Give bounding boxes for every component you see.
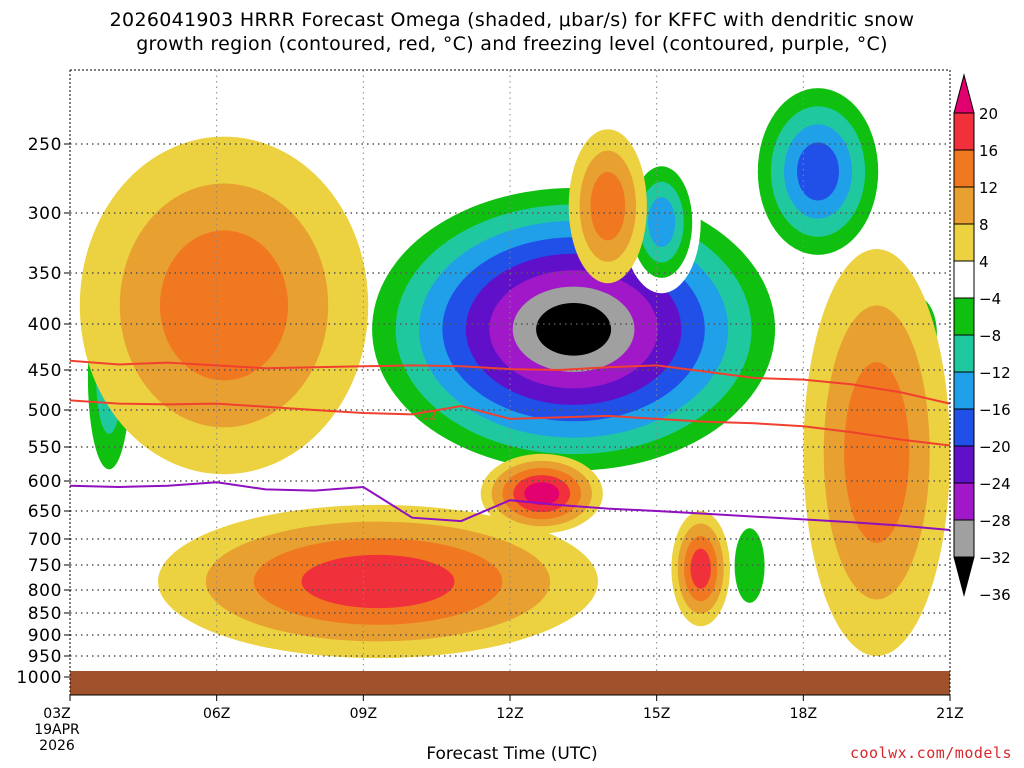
colorbar: 20 16 12 8 4 −4 −8 −12 −16 −20 −24 −28 −32 −36 bbox=[953, 73, 1011, 604]
x-tick-label-18Z: 18Z bbox=[790, 706, 817, 722]
y-tick-label-350: 350 bbox=[28, 264, 62, 284]
omega-area-13-level-3 bbox=[301, 554, 455, 609]
colorbar-label-2: 12 bbox=[979, 179, 998, 197]
colorbar-segment-0 bbox=[953, 112, 975, 151]
colorbar-segment-5 bbox=[953, 297, 975, 336]
x-tick-label-06Z: 06Z bbox=[203, 706, 230, 722]
colorbar-label-4: 4 bbox=[979, 253, 989, 271]
y-tick-label-750: 750 bbox=[28, 556, 62, 576]
title-line-1: 2026041903 HRRR Forecast Omega (shaded, … bbox=[109, 9, 915, 31]
y-tick-label-600: 600 bbox=[28, 472, 62, 492]
y-tick-label-250: 250 bbox=[28, 135, 62, 155]
site-credit: coolwx.com/models bbox=[849, 744, 1012, 762]
colorbar-segment-7 bbox=[953, 371, 975, 410]
x-start-label-1: 19APR bbox=[34, 722, 80, 738]
colorbar-top-arrow bbox=[953, 73, 975, 114]
omega-area-2-level-0 bbox=[338, 70, 374, 93]
x-tick-label-09Z: 09Z bbox=[350, 706, 377, 722]
omega-area-3-level-0 bbox=[197, 467, 227, 539]
colorbar-label-3: 8 bbox=[979, 216, 989, 234]
colorbar-segment-1 bbox=[953, 149, 975, 188]
y-tick-label-550: 550 bbox=[28, 438, 62, 458]
y-tick-label-950: 950 bbox=[28, 647, 62, 667]
dgz-bottom-contour bbox=[70, 399, 950, 447]
y-axis: 2503003504004505005506006507007508008509… bbox=[16, 135, 70, 688]
colorbar-segment-9 bbox=[953, 445, 975, 484]
title-line-2: growth region (contoured, red, °C) and f… bbox=[136, 33, 888, 55]
x-tick-label-12Z: 12Z bbox=[496, 706, 523, 722]
omega-area-12-level-2 bbox=[159, 230, 289, 381]
y-tick-label-500: 500 bbox=[28, 401, 62, 421]
ground-rect bbox=[70, 671, 950, 695]
colorbar-bottom-arrow bbox=[953, 556, 975, 597]
colorbar-label-10: −24 bbox=[979, 475, 1011, 493]
colorbar-label-5: −4 bbox=[979, 290, 1001, 308]
chart-title: 2026041903 HRRR Forecast Omega (shaded, … bbox=[0, 8, 1024, 56]
x-tick-label-21Z: 21Z bbox=[936, 706, 963, 722]
omega-area-6-level-0 bbox=[598, 635, 638, 652]
y-tick-label-700: 700 bbox=[28, 530, 62, 550]
colorbar-label-1: 16 bbox=[979, 142, 998, 160]
omega-area-8-level-1 bbox=[734, 528, 765, 603]
omega-area-16-level-3 bbox=[690, 548, 711, 589]
y-tick-label-900: 900 bbox=[28, 626, 62, 646]
colorbar-segment-2 bbox=[953, 186, 975, 225]
omega-area-14-level-4 bbox=[524, 482, 560, 505]
dgz-contour-label: -12 bbox=[417, 408, 437, 422]
colorbar-label-6: −8 bbox=[979, 327, 1001, 345]
y-tick-label-650: 650 bbox=[28, 502, 62, 522]
omega-area-4-level-8 bbox=[536, 303, 612, 356]
omega-area-9-level-4 bbox=[797, 142, 839, 201]
colorbar-label-8: −16 bbox=[979, 401, 1011, 419]
y-tick-label-850: 850 bbox=[28, 604, 62, 624]
y-tick-label-800: 800 bbox=[28, 581, 62, 601]
colorbar-label-11: −28 bbox=[979, 512, 1011, 530]
x-axis-title: Forecast Time (UTC) bbox=[426, 744, 598, 764]
colorbar-segment-11 bbox=[953, 519, 975, 558]
y-tick-label-450: 450 bbox=[28, 361, 62, 381]
y-tick-label-400: 400 bbox=[28, 315, 62, 335]
y-tick-label-1000: 1000 bbox=[16, 668, 62, 688]
omega-area-15-level-2 bbox=[590, 172, 626, 241]
x-tick-label-15Z: 15Z bbox=[643, 706, 670, 722]
omega-area-17-level-2 bbox=[844, 362, 910, 543]
colorbar-label-7: −12 bbox=[979, 364, 1011, 382]
dgz-top-contour bbox=[70, 359, 950, 405]
y-tick-label-300: 300 bbox=[28, 204, 62, 224]
contour-lines: -12 bbox=[70, 359, 950, 531]
ground-strip bbox=[70, 671, 950, 695]
freezing-level-contour bbox=[70, 481, 950, 531]
colorbar-label-12: −32 bbox=[979, 549, 1011, 567]
x-start-label-2: 2026 bbox=[39, 738, 75, 754]
colorbar-label-9: −20 bbox=[979, 438, 1011, 456]
colorbar-label-13: −36 bbox=[979, 586, 1011, 604]
omega-area-7-level-3 bbox=[648, 197, 676, 247]
colorbar-segment-10 bbox=[953, 482, 975, 521]
colorbar-segment-6 bbox=[953, 334, 975, 373]
colorbar-label-0: 20 bbox=[979, 105, 998, 123]
colorbar-segment-4 bbox=[953, 260, 975, 299]
colorbar-segment-8 bbox=[953, 408, 975, 447]
colorbar-segment-3 bbox=[953, 223, 975, 262]
x-start-label-0: 03Z bbox=[43, 706, 70, 722]
